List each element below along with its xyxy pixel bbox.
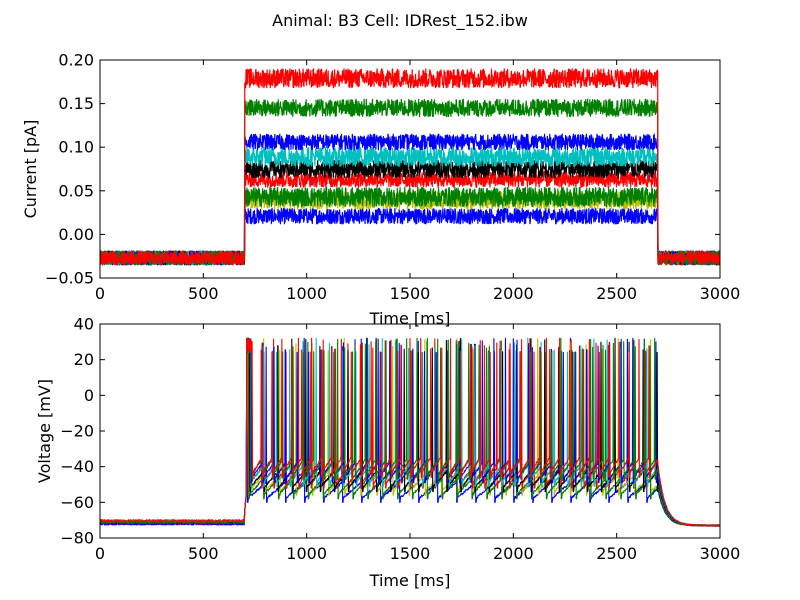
current-ytick-label: −0.05 xyxy=(45,269,94,288)
voltage-xlabel: Time [ms] xyxy=(369,571,451,590)
voltage-xtick-label: 3000 xyxy=(700,544,741,563)
voltage-ytick-label: 40 xyxy=(74,315,94,334)
current-xtick-label: 2500 xyxy=(596,284,637,303)
voltage-ytick-label: −20 xyxy=(60,422,94,441)
voltage-xtick-label: 1500 xyxy=(390,544,431,563)
voltage-ytick-label: 0 xyxy=(84,386,94,405)
current-ylabel: Current [pA] xyxy=(21,120,40,219)
voltage-ytick-label: 20 xyxy=(74,350,94,369)
voltage-ytick-label: −60 xyxy=(60,493,94,512)
current-xtick-label: 0 xyxy=(95,284,105,303)
current-series-8 xyxy=(100,68,720,266)
voltage-xtick-label: 2000 xyxy=(493,544,534,563)
current-ytick-label: 0.00 xyxy=(58,225,94,244)
voltage-series-8 xyxy=(100,337,720,527)
current-ytick-label: 0.20 xyxy=(58,51,94,70)
figure-title: Animal: B3 Cell: IDRest_152.ibw xyxy=(272,11,528,31)
current-xtick-label: 1500 xyxy=(390,284,431,303)
current-plot-area xyxy=(100,68,720,266)
current-xtick-label: 500 xyxy=(188,284,219,303)
current-xtick-label: 3000 xyxy=(700,284,741,303)
voltage-xtick-label: 2500 xyxy=(596,544,637,563)
voltage-plot-area xyxy=(100,337,720,527)
current-xtick-label: 2000 xyxy=(493,284,534,303)
voltage-ylabel: Voltage [mV] xyxy=(35,379,54,483)
current-xtick-label: 1000 xyxy=(286,284,327,303)
current-xlabel: Time [ms] xyxy=(369,309,451,328)
current-ytick-label: 0.10 xyxy=(58,138,94,157)
current-ytick-label: 0.05 xyxy=(58,181,94,200)
voltage-xtick-label: 1000 xyxy=(286,544,327,563)
voltage-xtick-label: 500 xyxy=(188,544,219,563)
voltage-ytick-label: −40 xyxy=(60,457,94,476)
voltage-ytick-label: −80 xyxy=(60,529,94,548)
voltage-panel: 0 500 1000 1500 2000 2500 3000 −80 −60 −40 −20 0 20 4… xyxy=(35,315,740,591)
current-panel: 0 500 1000 1500 2000 2500 3000 −0.05 0.00 0.05 0.1… xyxy=(21,51,740,329)
voltage-series-7 xyxy=(100,337,720,527)
voltage-xtick-label: 0 xyxy=(95,544,105,563)
current-ytick-label: 0.15 xyxy=(58,94,94,113)
